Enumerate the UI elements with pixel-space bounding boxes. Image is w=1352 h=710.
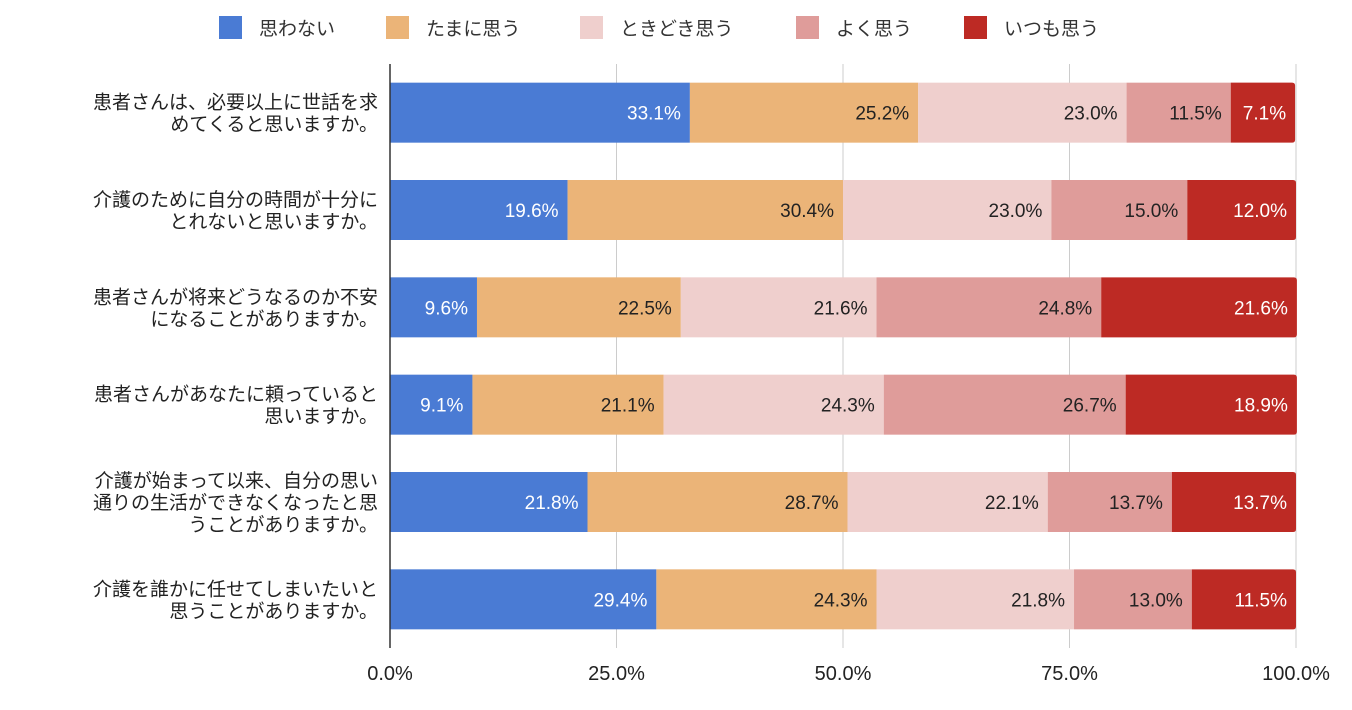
category-label: 思いますか。 [264, 406, 378, 428]
category-label: 患者さんが将来どうなるのか不安 [93, 286, 378, 308]
data-label: 15.0% [1124, 201, 1178, 222]
data-label: 26.7% [1063, 396, 1117, 417]
bar-segment [390, 374, 473, 435]
legend-label: いつも思う [1004, 18, 1099, 40]
bar-segment [390, 569, 657, 630]
data-label: 22.5% [618, 298, 672, 319]
legend-swatch [219, 16, 242, 39]
data-label: 18.9% [1234, 396, 1288, 417]
data-label: 24.3% [814, 590, 868, 611]
bar-segment [390, 472, 588, 532]
x-tick-label: 50.0% [815, 663, 872, 685]
bar-segment [663, 374, 884, 435]
category-label: になることがありますか。 [150, 308, 378, 330]
category-label: 介護を誰かに任せてしまいたいと [93, 578, 378, 600]
legend-label: たまに思う [426, 18, 520, 40]
legend-label: 思わない [259, 18, 335, 40]
bar-segment [876, 569, 1075, 630]
data-label: 13.7% [1109, 493, 1163, 514]
bar-segment [1191, 569, 1296, 630]
data-label: 7.1% [1243, 104, 1286, 125]
category-label: 介護が始まって以来、自分の思い [95, 470, 378, 492]
x-tick-label: 0.0% [367, 663, 413, 685]
bar-segment [472, 374, 664, 435]
legend-swatch [386, 16, 409, 39]
legend-label: ときどき思う [620, 18, 733, 40]
data-label: 13.0% [1129, 590, 1183, 611]
x-tick-label: 75.0% [1041, 663, 1098, 685]
bar-segment [1126, 82, 1231, 143]
data-label: 21.1% [601, 396, 655, 417]
bar-segment [476, 277, 681, 338]
bar-segment [1051, 180, 1188, 240]
bar-segment [1171, 472, 1296, 532]
category-label: めてくると思いますか。 [170, 114, 378, 136]
legend-swatch [964, 16, 987, 39]
data-label: 11.5% [1169, 104, 1222, 125]
data-label: 21.6% [1234, 298, 1288, 319]
data-label: 24.8% [1038, 298, 1092, 319]
bar-segment [1074, 569, 1192, 630]
data-label: 22.1% [985, 493, 1039, 514]
bar-segment [680, 277, 877, 338]
bar-segment [689, 82, 919, 143]
bar-segment [1101, 277, 1297, 338]
x-tick-label: 100.0% [1262, 663, 1330, 685]
category-label: とれないと思いますか。 [169, 211, 378, 233]
legend-swatch [580, 16, 603, 39]
legend-swatch [796, 16, 819, 39]
data-label: 29.4% [593, 590, 647, 611]
bar-segment [918, 82, 1127, 143]
data-label: 33.1% [627, 104, 681, 125]
bar-segment [847, 472, 1048, 532]
category-label: 患者さんは、必要以上に世話を求 [93, 92, 378, 114]
data-label: 23.0% [1064, 104, 1118, 125]
category-label: 通りの生活ができなくなったと思 [93, 492, 378, 514]
data-label: 30.4% [780, 201, 834, 222]
bar-segment [656, 569, 877, 630]
data-label: 19.6% [505, 201, 559, 222]
data-label: 9.1% [420, 396, 463, 417]
data-label: 9.6% [425, 298, 468, 319]
category-label: うことがありますか。 [188, 514, 378, 536]
bar-segment [1047, 472, 1172, 532]
data-label: 21.6% [814, 298, 868, 319]
category-label: 介護のために自分の時間が十分に [93, 189, 378, 211]
data-label: 24.3% [821, 396, 875, 417]
bar-segment [390, 82, 690, 143]
data-label: 25.2% [855, 104, 909, 125]
legend-label: よく思う [836, 18, 912, 40]
data-label: 21.8% [525, 493, 579, 514]
category-label: 思うことがありますか。 [169, 600, 378, 622]
category-label: 患者さんがあなたに頼っていると [94, 384, 378, 406]
data-label: 28.7% [785, 493, 839, 514]
bar-segment [1187, 180, 1296, 240]
data-label: 12.0% [1233, 201, 1287, 222]
bar-segment [587, 472, 848, 532]
bar-segment [843, 180, 1052, 240]
x-tick-label: 25.0% [588, 663, 645, 685]
data-label: 23.0% [989, 201, 1043, 222]
bar-segment [390, 180, 568, 240]
data-label: 13.7% [1233, 493, 1287, 514]
bar-segment [883, 374, 1126, 435]
bar-segment [1230, 82, 1296, 143]
data-label: 21.8% [1011, 590, 1065, 611]
bar-segment [567, 180, 843, 240]
bar-segment [390, 277, 477, 338]
bar-segment [1125, 374, 1297, 435]
data-label: 11.5% [1235, 590, 1288, 611]
bar-segment [876, 277, 1102, 338]
